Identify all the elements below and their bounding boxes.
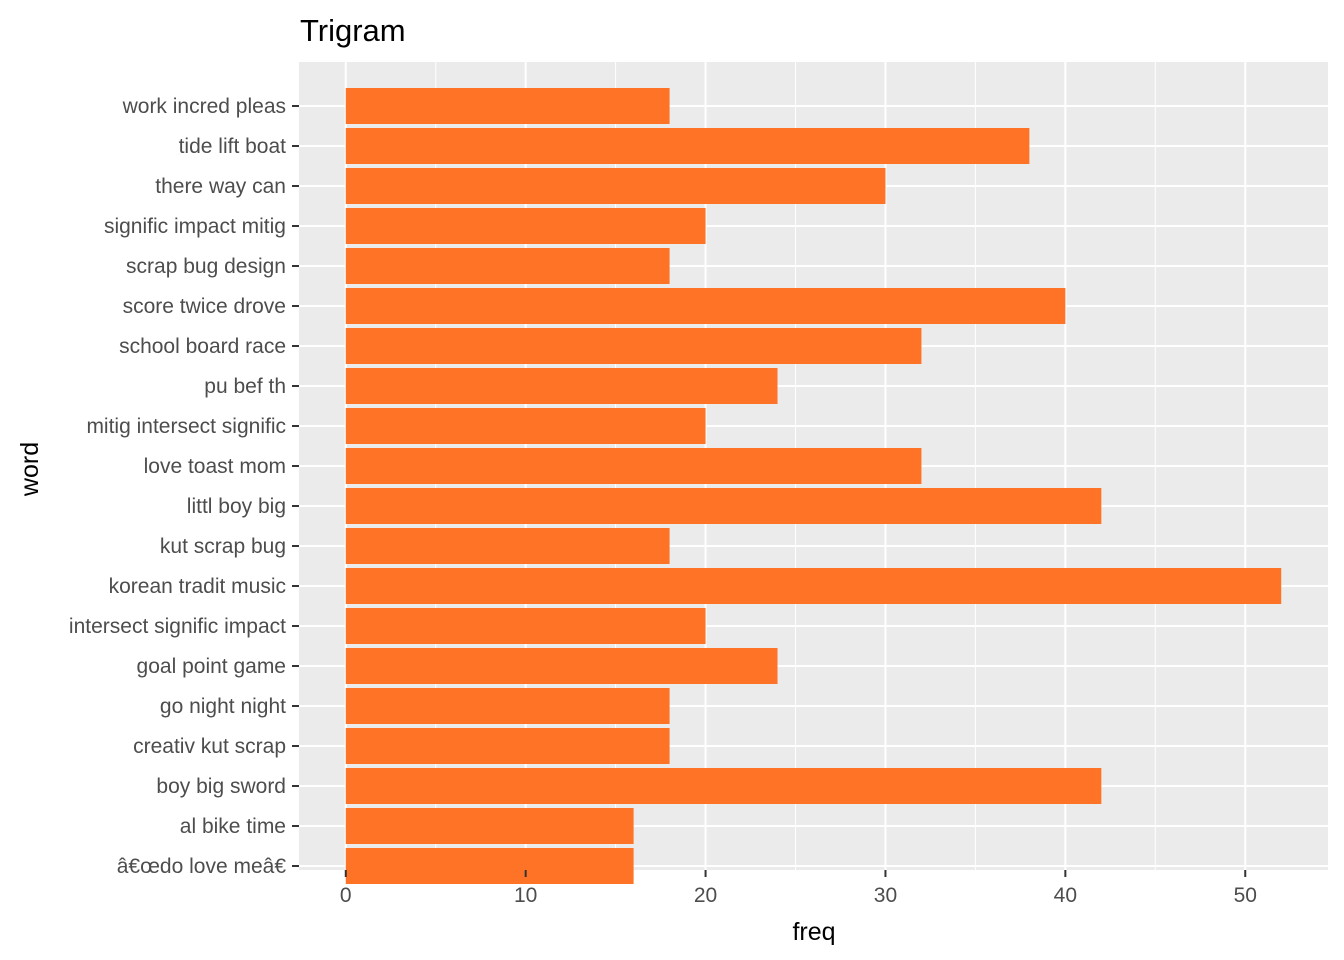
x-tick-label: 40 bbox=[1054, 884, 1077, 907]
bar bbox=[345, 768, 1102, 804]
y-tick-label: al bike time bbox=[180, 815, 286, 838]
bars bbox=[345, 88, 1282, 884]
y-tick-label: work incred pleas bbox=[122, 95, 286, 118]
bar bbox=[345, 808, 634, 844]
bar bbox=[345, 648, 778, 684]
y-tick-label: go night night bbox=[160, 695, 286, 718]
bar bbox=[345, 488, 1102, 524]
bar bbox=[345, 848, 634, 884]
bar bbox=[345, 288, 1066, 324]
bar bbox=[345, 88, 670, 124]
bar bbox=[345, 408, 706, 444]
y-tick-label: kut scrap bug bbox=[160, 535, 286, 558]
y-tick-label: score twice drove bbox=[123, 295, 286, 318]
bar bbox=[345, 168, 886, 204]
y-tick-label: signific impact mitig bbox=[104, 215, 286, 238]
y-tick-label: love toast mom bbox=[144, 455, 286, 478]
bar bbox=[345, 528, 670, 564]
y-tick-label: intersect signific impact bbox=[69, 615, 286, 638]
bar bbox=[345, 208, 706, 244]
y-tick-label: there way can bbox=[155, 175, 286, 198]
x-tick-label: 50 bbox=[1234, 884, 1257, 907]
x-tick-label: 0 bbox=[340, 884, 352, 907]
x-axis: 0 10 20 30 40 50 bbox=[340, 870, 1257, 907]
bar bbox=[345, 568, 1282, 604]
y-tick-label: pu bef th bbox=[204, 375, 286, 398]
y-tick-label: boy big sword bbox=[156, 775, 286, 798]
x-axis-title: freq bbox=[792, 918, 835, 946]
bar bbox=[345, 688, 670, 724]
chart-title: Trigram bbox=[300, 13, 406, 48]
x-tick-label: 30 bbox=[874, 884, 897, 907]
bar bbox=[345, 328, 922, 364]
y-tick-label: tide lift boat bbox=[179, 135, 287, 158]
y-tick-label: goal point game bbox=[137, 655, 286, 678]
x-tick-label: 20 bbox=[694, 884, 717, 907]
y-tick-label: creativ kut scrap bbox=[133, 735, 286, 758]
bar bbox=[345, 448, 922, 484]
y-axis: work incred pleas tide lift boat there way… bbox=[69, 95, 299, 878]
y-tick-label: school board race bbox=[119, 335, 286, 358]
y-tick-label: korean tradit music bbox=[109, 575, 286, 598]
bar bbox=[345, 608, 706, 644]
x-tick-label: 10 bbox=[514, 884, 537, 907]
bar bbox=[345, 728, 670, 764]
bar bbox=[345, 248, 670, 284]
y-tick-label: littl boy big bbox=[187, 495, 286, 518]
bar bbox=[345, 368, 778, 404]
y-axis-title: word bbox=[16, 442, 44, 497]
y-tick-label: â€œdo love meâ€ bbox=[117, 855, 287, 878]
bar bbox=[345, 128, 1030, 164]
y-tick-label: mitig intersect signific bbox=[86, 415, 286, 438]
y-tick-label: scrap bug design bbox=[126, 255, 286, 278]
